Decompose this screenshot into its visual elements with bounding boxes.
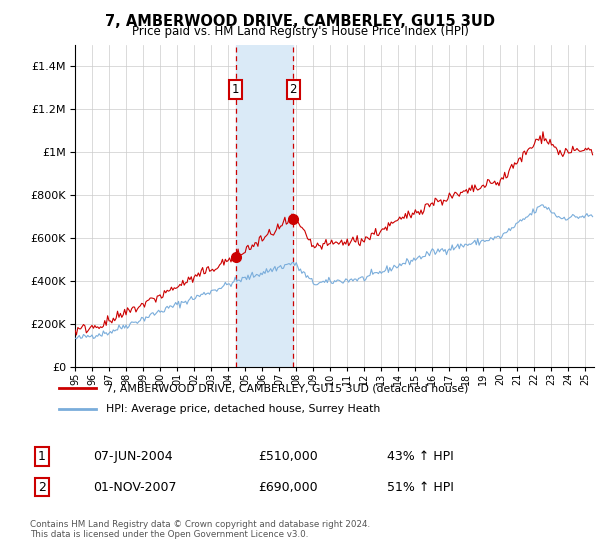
Text: Contains HM Land Registry data © Crown copyright and database right 2024.
This d: Contains HM Land Registry data © Crown c… (30, 520, 370, 539)
Text: 1: 1 (38, 450, 46, 463)
Text: HPI: Average price, detached house, Surrey Heath: HPI: Average price, detached house, Surr… (106, 404, 380, 414)
Text: Price paid vs. HM Land Registry's House Price Index (HPI): Price paid vs. HM Land Registry's House … (131, 25, 469, 38)
Bar (236, 45, 293, 367)
Text: 07-JUN-2004: 07-JUN-2004 (93, 450, 173, 463)
Text: 2: 2 (290, 83, 297, 96)
Text: 43% ↑ HPI: 43% ↑ HPI (387, 450, 454, 463)
Text: 7, AMBERWOOD DRIVE, CAMBERLEY, GU15 3UD: 7, AMBERWOOD DRIVE, CAMBERLEY, GU15 3UD (105, 14, 495, 29)
Text: £510,000: £510,000 (258, 450, 318, 463)
Text: 7, AMBERWOOD DRIVE, CAMBERLEY, GU15 3UD (detached house): 7, AMBERWOOD DRIVE, CAMBERLEY, GU15 3UD … (106, 383, 469, 393)
Text: 2: 2 (38, 480, 46, 494)
Text: £690,000: £690,000 (258, 480, 317, 494)
Text: 1: 1 (232, 83, 239, 96)
Text: 51% ↑ HPI: 51% ↑ HPI (387, 480, 454, 494)
Text: 01-NOV-2007: 01-NOV-2007 (93, 480, 176, 494)
